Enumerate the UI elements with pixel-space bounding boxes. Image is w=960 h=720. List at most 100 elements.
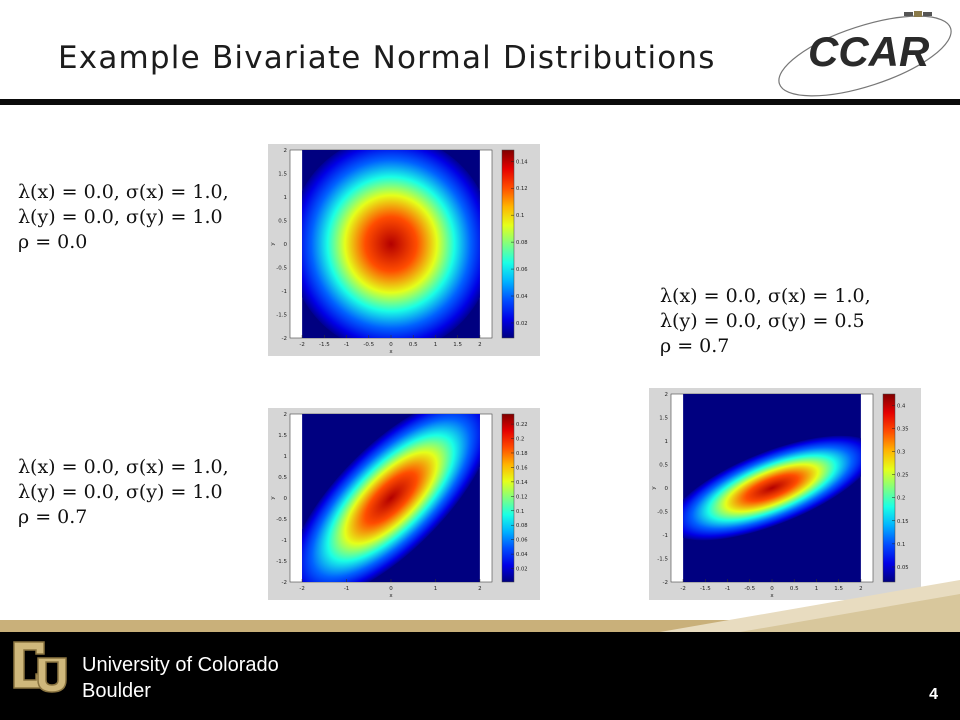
colorbar-tick-label: 0.04 xyxy=(516,294,528,300)
y-tick-label: 2 xyxy=(284,148,288,154)
y-tick-label: 0 xyxy=(284,242,288,248)
params-plot-3: λ(x) = 0.0, σ(x) = 1.0, λ(y) = 0.0, σ(y)… xyxy=(660,284,871,359)
y-tick-label: 1.5 xyxy=(278,172,287,178)
x-tick-label: 0.5 xyxy=(790,586,799,592)
colorbar-tick-label: 0.2 xyxy=(897,496,905,502)
colorbar-tick-label: 0.18 xyxy=(516,451,528,457)
colorbar xyxy=(501,149,515,339)
colorbar-tick-label: 0.08 xyxy=(516,240,528,246)
y-tick-label: -2 xyxy=(282,580,287,586)
page-number: 4 xyxy=(929,686,938,703)
university-name: University of Colorado Boulder xyxy=(82,652,279,704)
colorbar-tick-label: 0.06 xyxy=(516,538,528,544)
heatmap-plot-2: -2 -1 0 1 2 2 1.5 1 0.5 0 -0.5 -1 -1.5 -2 x y 0.22 0.2 0.1… xyxy=(268,408,540,600)
colorbar-tick-label: 0.02 xyxy=(516,321,528,327)
x-tick-label: -0.5 xyxy=(363,342,374,348)
param-line: λ(x) = 0.0, σ(x) = 1.0, xyxy=(660,285,871,307)
param-line: λ(y) = 0.0, σ(y) = 1.0 xyxy=(18,206,223,228)
colorbar-tick-label: 0.14 xyxy=(516,159,528,165)
y-axis-label: y xyxy=(651,486,657,490)
colorbar-tick-label: 0.2 xyxy=(516,437,524,443)
x-tick-label: 2 xyxy=(478,586,482,592)
y-tick-label: -1.5 xyxy=(276,313,287,319)
density-ellipse xyxy=(302,414,480,582)
density-ellipse xyxy=(302,150,480,338)
colorbar xyxy=(501,413,515,583)
y-tick-label: -0.5 xyxy=(276,517,287,523)
ccar-logo: CCAR xyxy=(770,4,960,100)
param-line: λ(x) = 0.0, σ(x) = 1.0, xyxy=(18,456,229,478)
colorbar-tick-label: 0.25 xyxy=(897,473,909,479)
colorbar-tick-label: 0.1 xyxy=(897,542,905,548)
param-line: ρ = 0.0 xyxy=(18,231,88,253)
y-tick-label: 1.5 xyxy=(278,433,287,439)
colorbar xyxy=(882,393,896,583)
y-axis-label: y xyxy=(270,496,276,500)
y-tick-label: 2 xyxy=(665,392,669,398)
params-plot-1: λ(x) = 0.0, σ(x) = 1.0, λ(y) = 0.0, σ(y)… xyxy=(18,180,229,255)
x-tick-label: -1 xyxy=(725,586,730,592)
x-tick-label: -1 xyxy=(344,342,349,348)
y-tick-label: 1.5 xyxy=(659,416,668,422)
x-tick-label: 1.5 xyxy=(453,342,462,348)
x-tick-label: 0 xyxy=(770,586,774,592)
colorbar-tick-label: 0.05 xyxy=(897,565,909,571)
x-tick-label: 0.5 xyxy=(409,342,418,348)
y-tick-label: 0 xyxy=(665,486,669,492)
y-tick-label: 1 xyxy=(284,195,288,201)
y-tick-label: 1 xyxy=(665,439,669,445)
university-line-2: Boulder xyxy=(82,680,151,702)
colorbar-tick-label: 0.1 xyxy=(516,213,524,219)
x-tick-label: -1 xyxy=(344,586,349,592)
x-tick-label: -2 xyxy=(299,342,304,348)
param-line: ρ = 0.7 xyxy=(18,506,88,528)
university-line-1: University of Colorado xyxy=(82,654,279,676)
cu-logo xyxy=(8,636,72,702)
x-tick-label: 1 xyxy=(434,586,438,592)
x-axis-label: x xyxy=(770,593,774,599)
colorbar-tick-label: 0.02 xyxy=(516,567,528,573)
colorbar-tick-label: 0.3 xyxy=(897,449,905,455)
y-tick-label: -2 xyxy=(663,580,668,586)
footer-wedge xyxy=(660,580,960,632)
y-tick-label: -0.5 xyxy=(276,266,287,272)
y-tick-label: 0.5 xyxy=(278,219,287,225)
x-tick-label: -2 xyxy=(299,586,304,592)
x-axis-label: x xyxy=(389,593,393,599)
x-tick-label: 1 xyxy=(434,342,438,348)
colorbar-tick-label: 0.12 xyxy=(516,494,528,500)
y-tick-label: 1 xyxy=(284,454,288,460)
x-tick-label: -2 xyxy=(680,586,685,592)
colorbar-tick-label: 0.35 xyxy=(897,426,909,432)
x-tick-label: -0.5 xyxy=(744,586,755,592)
colorbar-tick-label: 0.08 xyxy=(516,523,528,529)
x-tick-label: 0 xyxy=(389,342,393,348)
x-tick-label: -1.5 xyxy=(319,342,330,348)
x-tick-label: 2 xyxy=(478,342,482,348)
param-line: λ(y) = 0.0, σ(y) = 0.5 xyxy=(660,310,865,332)
y-tick-label: 0.5 xyxy=(659,463,668,469)
colorbar-tick-label: 0.22 xyxy=(516,422,528,428)
heatmap-plot-1: -2 -1.5 -1 -0.5 0 0.5 1 1.5 2 2 1.5 1 0.5 0 -0.5 -1 -1.5… xyxy=(268,144,540,356)
y-tick-label: 0.5 xyxy=(278,475,287,481)
colorbar-tick-label: 0.12 xyxy=(516,186,528,192)
y-tick-label: -0.5 xyxy=(657,510,668,516)
y-tick-label: -1.5 xyxy=(657,557,668,563)
y-tick-label: -1.5 xyxy=(276,559,287,565)
y-tick-label: 0 xyxy=(284,496,288,502)
colorbar-tick-label: 0.04 xyxy=(516,552,528,558)
colorbar-tick-label: 0.15 xyxy=(897,519,909,525)
param-line: λ(y) = 0.0, σ(y) = 1.0 xyxy=(18,481,223,503)
colorbar-tick-label: 0.14 xyxy=(516,480,528,486)
colorbar-tick-label: 0.4 xyxy=(897,403,906,409)
svg-text:CCAR: CCAR xyxy=(808,28,930,75)
param-line: ρ = 0.7 xyxy=(660,335,730,357)
colorbar-tick-label: 0.06 xyxy=(516,267,528,273)
y-tick-label: -1 xyxy=(663,533,668,539)
x-tick-label: 2 xyxy=(859,586,863,592)
y-tick-label: -1 xyxy=(282,538,287,544)
x-tick-label: 1 xyxy=(815,586,819,592)
x-tick-label: 1.5 xyxy=(834,586,843,592)
param-line: λ(x) = 0.0, σ(x) = 1.0, xyxy=(18,181,229,203)
x-tick-label: 0 xyxy=(389,586,393,592)
